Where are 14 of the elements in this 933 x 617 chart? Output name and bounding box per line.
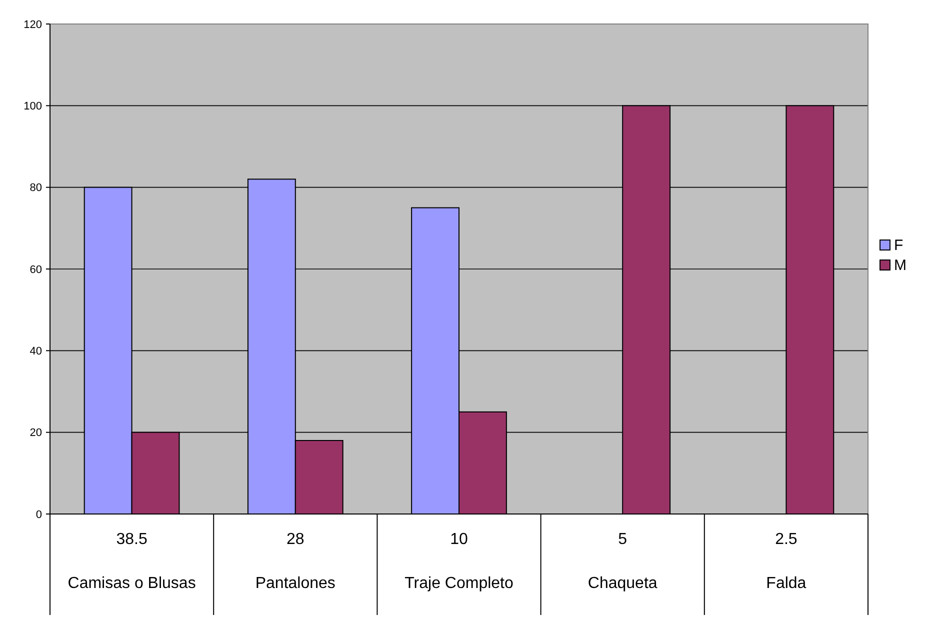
- y-tick-label: 120: [24, 18, 42, 31]
- category-label: 5 Chaqueta: [588, 531, 658, 592]
- category-label: 2.5 Falda: [766, 531, 806, 592]
- category-label: 38.5 Camisas o Blusas: [68, 531, 196, 592]
- category-label: 28 Pantalones: [255, 531, 336, 592]
- y-tick-label: 80: [30, 182, 42, 194]
- category-label: 10 Traje Completo: [404, 531, 514, 592]
- y-tick-label: 0: [36, 508, 42, 521]
- y-tick-label: 60: [30, 264, 42, 276]
- y-tick-label: 40: [30, 346, 42, 358]
- y-tick-label: 100: [24, 100, 42, 113]
- y-tick-label: 20: [30, 427, 42, 440]
- legend-label: M: [894, 257, 906, 274]
- legend-label: F: [894, 237, 904, 254]
